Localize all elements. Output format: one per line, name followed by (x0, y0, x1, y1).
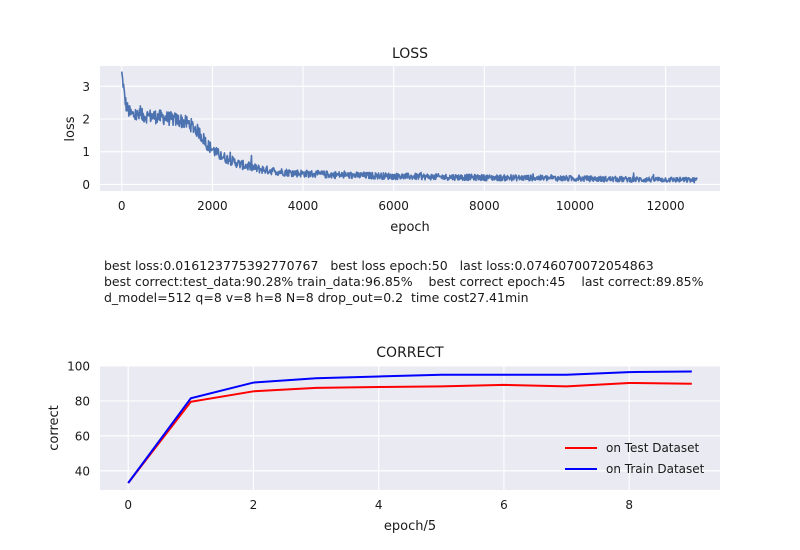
loss-y-tick-label: 1 (82, 145, 90, 159)
correct-y-tick-label: 100 (67, 360, 90, 374)
correct-x-tick-label: 2 (250, 498, 258, 512)
summary-line-2: best correct:test_data:90.28% train_data… (104, 274, 704, 289)
correct-x-axis-label: epoch/5 (384, 519, 436, 534)
loss-x-tick-label: 10000 (556, 199, 594, 213)
correct-x-tick-label: 6 (500, 498, 508, 512)
correct-y-tick-label: 80 (75, 394, 90, 408)
correct-x-ticks: 0 2 4 6 8 (124, 498, 633, 512)
loss-y-axis-label: loss (63, 116, 78, 141)
loss-chart: 0 2000 4000 6000 8000 10000 12000 0 1 2 3 LOSS ep… (63, 46, 720, 235)
correct-lines (127, 370, 692, 484)
loss-x-tick-label: 2000 (197, 199, 228, 213)
correct-y-tick-label: 60 (75, 429, 90, 443)
correct-y-tick-label: 40 (75, 464, 90, 478)
loss-x-ticks: 0 2000 4000 6000 8000 10000 12000 (118, 199, 685, 213)
loss-series-line (120, 71, 699, 184)
correct-x-tick-label: 8 (625, 498, 633, 512)
loss-lines (120, 71, 699, 184)
loss-x-tick-label: 8000 (469, 199, 500, 213)
loss-y-tick-label: 0 (82, 178, 90, 192)
correct-grid (100, 365, 720, 490)
correct-title: CORRECT (376, 345, 444, 361)
test-series-line (127, 381, 692, 484)
train-series-line (127, 370, 692, 484)
loss-y-tick-label: 2 (82, 113, 90, 127)
loss-x-tick-label: 12000 (647, 199, 685, 213)
loss-grid (100, 66, 720, 191)
correct-y-ticks: 40 60 80 100 (67, 360, 90, 479)
correct-x-tick-label: 4 (375, 498, 383, 512)
loss-y-ticks: 0 1 2 3 (82, 80, 90, 192)
loss-x-tick-label: 4000 (288, 199, 319, 213)
loss-x-axis-label: epoch (390, 220, 430, 235)
loss-x-tick-label: 6000 (378, 199, 409, 213)
legend: on Test Dataset on Train Dataset (565, 441, 705, 476)
loss-x-tick-label: 0 (118, 199, 126, 213)
legend-label-train: on Train Dataset (606, 462, 705, 476)
summary-line-3: d_model=512 q=8 v=8 h=8 N=8 drop_out=0.2… (104, 290, 529, 305)
correct-x-tick-label: 0 (124, 498, 132, 512)
loss-y-tick-label: 3 (82, 80, 90, 94)
summary-line-1: best loss:0.016123775392770767 best loss… (104, 258, 654, 273)
loss-title: LOSS (392, 46, 428, 62)
correct-y-axis-label: correct (47, 405, 62, 451)
legend-label-test: on Test Dataset (606, 441, 699, 455)
